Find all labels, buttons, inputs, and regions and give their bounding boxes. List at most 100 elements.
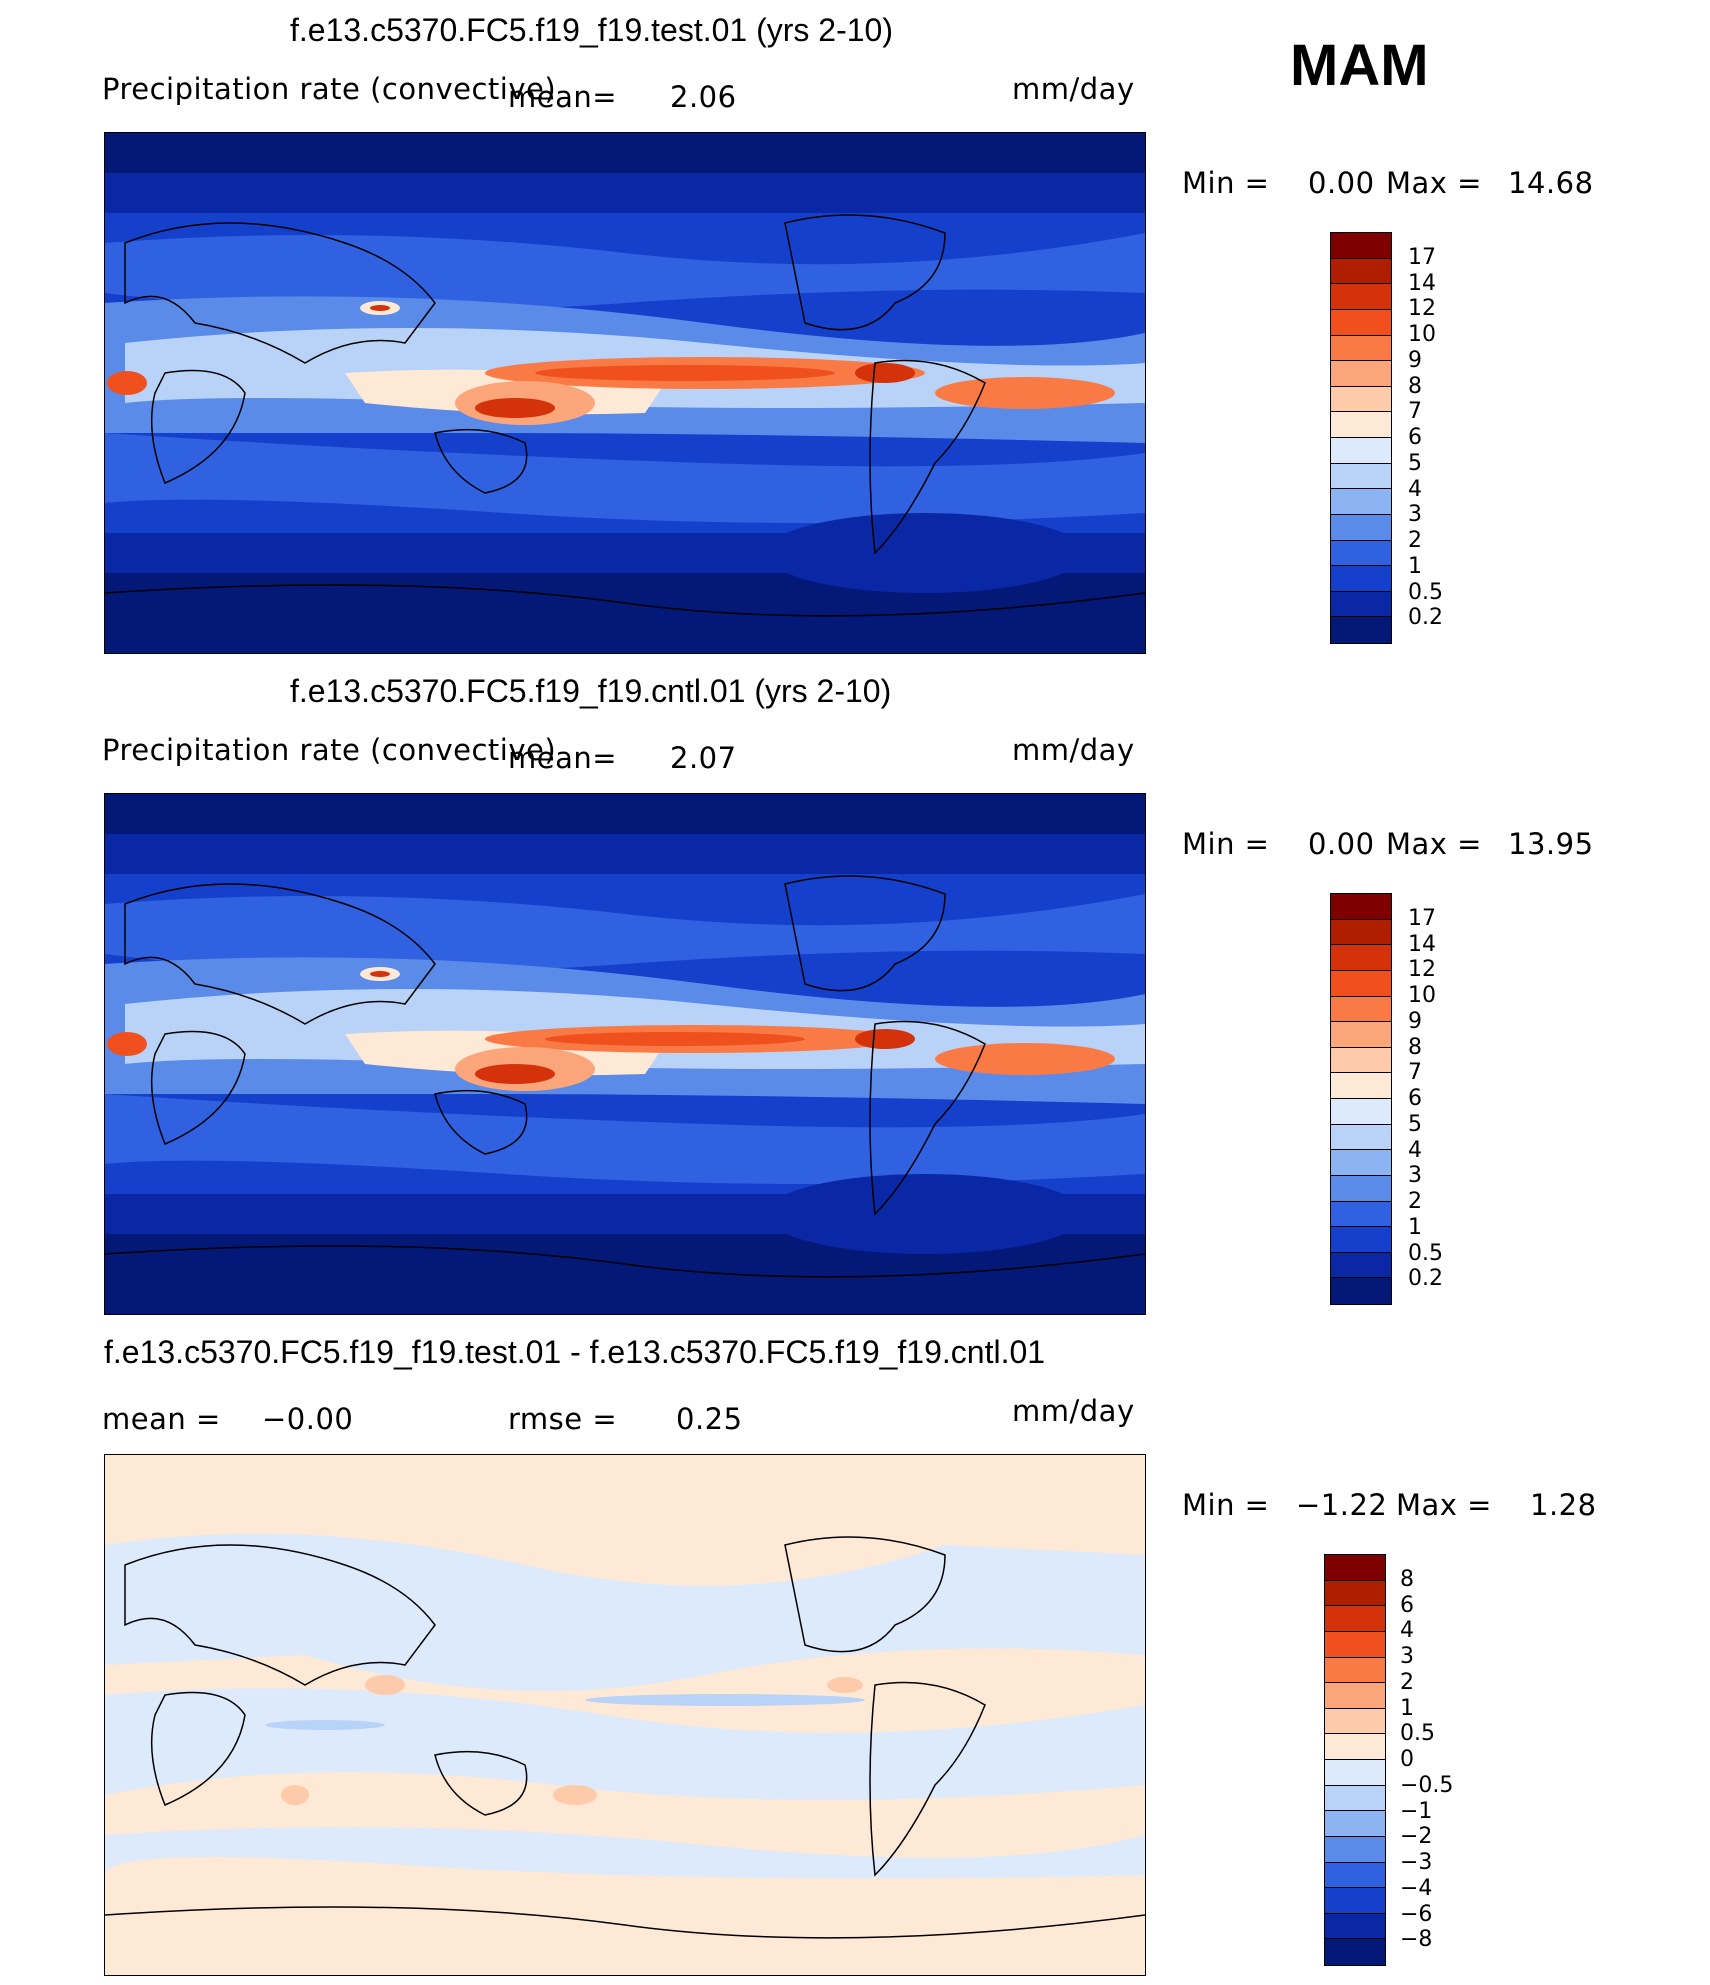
colorbar-tick-label: 14: [1408, 931, 1436, 957]
colorbar-swatch: [1331, 386, 1391, 413]
colorbar-swatch: [1331, 489, 1391, 515]
panel-3-mean-label: mean =: [102, 1402, 221, 1436]
colorbar-swatch: [1325, 1734, 1385, 1760]
colorbar-swatch: [1325, 1606, 1385, 1632]
colorbar-swatch: [1325, 1811, 1385, 1837]
panel-2-title: f.e13.c5370.FC5.f19_f19.cntl.01 (yrs 2-1…: [290, 673, 892, 709]
panel-3-rmse-value: 0.25: [676, 1402, 743, 1436]
colorbar-swatch: [1331, 514, 1391, 541]
colorbar-tick-label: 4: [1408, 1137, 1422, 1163]
colorbar-tick-label: 9: [1408, 347, 1422, 373]
colorbar-tick-label: 5: [1408, 1111, 1422, 1137]
colorbar-tick-label: 0.5: [1408, 1240, 1443, 1266]
colorbar-swatch: [1331, 258, 1391, 285]
panel-1-max-value: 14.68: [1508, 166, 1594, 200]
colorbar-tick-label: 3: [1408, 502, 1422, 528]
colorbar-tick-label: 6: [1408, 425, 1422, 450]
colorbar-tick-label: 0: [1400, 1747, 1414, 1772]
panel-3-min-label: Min =: [1182, 1488, 1270, 1522]
colorbar-tick-label: 4: [1408, 476, 1422, 502]
colorbar-tick-label: 14: [1408, 270, 1436, 296]
colorbar-tick-label: 2: [1408, 1189, 1422, 1214]
panel-3-min-value: −1.22: [1296, 1488, 1388, 1522]
season-label: MAM: [1290, 33, 1429, 98]
colorbar-tick-label: 2: [1400, 1669, 1414, 1695]
colorbar-tick-label: 2: [1408, 528, 1422, 553]
colorbar-swatch: [1325, 1580, 1385, 1607]
colorbar-tick-label: 7: [1408, 399, 1422, 425]
colorbar-swatch: [1325, 1939, 1385, 1965]
colorbar-tick-label: 17: [1408, 244, 1436, 270]
panel-3-map: [104, 1454, 1146, 1976]
colorbar-swatch: [1331, 540, 1391, 567]
colorbar-tick-label: 3: [1408, 1163, 1422, 1189]
panel-3-colorbar: [1324, 1554, 1386, 1966]
colorbar-tick-label: 10: [1408, 322, 1436, 347]
colorbar-tick-label: 8: [1408, 373, 1422, 399]
panel-2-max-label: Max =: [1386, 827, 1482, 861]
colorbar-swatch: [1331, 309, 1391, 336]
colorbar-swatch: [1331, 463, 1391, 490]
colorbar-tick-label: 1: [1408, 1214, 1422, 1240]
colorbar-tick-label: 1: [1400, 1695, 1414, 1721]
colorbar-swatch: [1331, 361, 1391, 387]
panel-3-rmse-label: rmse =: [508, 1402, 618, 1436]
panel-2-min-value: 0.00: [1308, 827, 1375, 861]
colorbar-swatch: [1325, 1862, 1385, 1889]
colorbar-swatch: [1331, 566, 1391, 592]
colorbar-tick-label: 7: [1408, 1060, 1422, 1086]
colorbar-swatch: [1331, 919, 1391, 946]
panel-3-title: f.e13.c5370.FC5.f19_f19.test.01 - f.e13.…: [104, 1334, 1046, 1370]
panel-1-min-label: Min =: [1182, 166, 1270, 200]
panel-2-field-label: Precipitation rate (convective): [102, 733, 557, 767]
colorbar-tick-label: 3: [1400, 1644, 1414, 1669]
colorbar-tick-label: 0.5: [1400, 1721, 1435, 1747]
colorbar-tick-label: 0.5: [1408, 579, 1443, 605]
colorbar-swatch: [1331, 233, 1391, 259]
colorbar-tick-label: 1: [1408, 553, 1422, 579]
colorbar-swatch: [1325, 1631, 1385, 1658]
colorbar-tick-label: −6: [1400, 1901, 1433, 1927]
colorbar-tick-label: −2: [1400, 1824, 1433, 1850]
panel-3-units: mm/day: [1012, 1394, 1135, 1428]
colorbar-swatch: [1325, 1836, 1385, 1863]
panel-2-units: mm/day: [1012, 733, 1135, 767]
colorbar-tick-label: −1: [1400, 1798, 1433, 1824]
colorbar-swatch: [1331, 412, 1391, 438]
colorbar-swatch: [1331, 1124, 1391, 1151]
colorbar-swatch: [1331, 1022, 1391, 1048]
colorbar-swatch: [1331, 1278, 1391, 1304]
colorbar-swatch: [1331, 1252, 1391, 1279]
colorbar-swatch: [1331, 1227, 1391, 1253]
colorbar-swatch: [1331, 1201, 1391, 1228]
panel-3-max-label: Max =: [1396, 1488, 1492, 1522]
colorbar-tick-label: 17: [1408, 905, 1436, 931]
panel-2-colorbar: [1330, 893, 1392, 1305]
colorbar-swatch: [1325, 1657, 1385, 1684]
colorbar-swatch: [1331, 1047, 1391, 1074]
colorbar-tick-label: −3: [1400, 1850, 1433, 1875]
panel-3-max-value: 1.28: [1530, 1488, 1597, 1522]
colorbar-tick-label: −8: [1400, 1927, 1433, 1953]
colorbar-tick-label: 6: [1400, 1592, 1414, 1618]
colorbar-tick-label: 5: [1408, 450, 1422, 476]
colorbar-tick-label: 8: [1408, 1034, 1422, 1060]
colorbar-swatch: [1325, 1555, 1385, 1581]
colorbar-tick-label: 12: [1408, 957, 1436, 983]
colorbar-tick-label: 4: [1400, 1618, 1414, 1644]
colorbar-swatch: [1331, 1175, 1391, 1202]
colorbar-swatch: [1331, 438, 1391, 464]
panel-2-min-label: Min =: [1182, 827, 1270, 861]
colorbar-tick-label: 0.2: [1408, 605, 1443, 631]
colorbar-swatch: [1325, 1708, 1385, 1735]
colorbar-swatch: [1331, 284, 1391, 310]
panel-2-max-value: 13.95: [1508, 827, 1594, 861]
colorbar-swatch: [1325, 1760, 1385, 1786]
panel-1-min-value: 0.00: [1308, 166, 1375, 200]
panel-3-mean-value: −0.00: [262, 1402, 354, 1436]
panel-1-mean-value: 2.06: [670, 80, 737, 114]
colorbar-tick-label: 6: [1408, 1086, 1422, 1111]
panel-1-map: [104, 132, 1146, 654]
colorbar-swatch: [1331, 970, 1391, 997]
colorbar-tick-label: 9: [1408, 1008, 1422, 1034]
